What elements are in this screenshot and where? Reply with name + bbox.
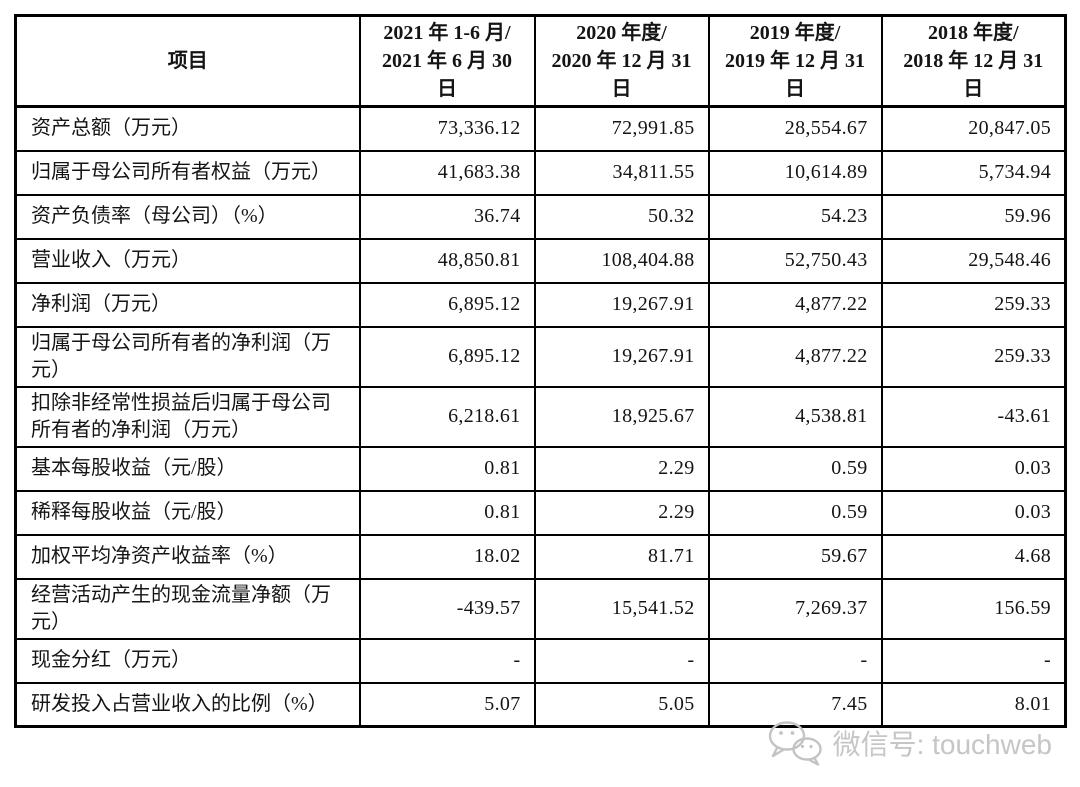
financial-summary-table: 项目 2021 年 1-6 月/ 2021 年 6 月 30 日 2020 年度… (14, 14, 1067, 728)
cell-value: -43.61 (880, 385, 1067, 448)
watermark: 微信号: touchweb (766, 719, 1052, 766)
table-row-operating-cash-flow: 经营活动产生的现金流量净额（万元） -439.57 15,541.52 7,26… (14, 577, 1067, 640)
cell-value: 7,269.37 (707, 577, 883, 640)
cell-value: 19,267.91 (533, 281, 710, 328)
cell-value: 81.71 (533, 533, 710, 580)
cell-value: 59.96 (880, 193, 1067, 240)
cell-value: 50.32 (533, 193, 710, 240)
cell-value: 34,811.55 (533, 149, 710, 196)
cell-value: 36.74 (358, 193, 536, 240)
cell-value: 5.05 (533, 681, 710, 728)
cell-value: 52,750.43 (707, 237, 883, 284)
cell-value: 20,847.05 (880, 105, 1067, 152)
cell-value: 0.81 (358, 445, 536, 492)
cell-value: 156.59 (880, 577, 1067, 640)
cell-value: 0.81 (358, 489, 536, 536)
table-row-non-recurring-net-profit: 扣除非经常性损益后归属于母公司所有者的净利润（万元） 6,218.61 18,9… (14, 385, 1067, 448)
cell-value: -439.57 (358, 577, 536, 640)
cell-value: 5,734.94 (880, 149, 1067, 196)
cell-value: 2.29 (533, 489, 710, 536)
cell-value: 54.23 (707, 193, 883, 240)
cell-value: 18.02 (358, 533, 536, 580)
row-label: 营业收入（万元） (14, 237, 361, 284)
column-header-2020: 2020 年度/ 2020 年 12 月 31 日 (533, 14, 710, 108)
cell-value: 41,683.38 (358, 149, 536, 196)
cell-value: 15,541.52 (533, 577, 710, 640)
cell-value: 4,538.81 (707, 385, 883, 448)
cell-value: 259.33 (880, 281, 1067, 328)
cell-value: - (880, 637, 1067, 684)
table-row-weighted-roe: 加权平均净资产收益率（%） 18.02 81.71 59.67 4.68 (14, 533, 1067, 580)
table-row-cash-dividend: 现金分红（万元） - - - - (14, 637, 1067, 684)
cell-value: 72,991.85 (533, 105, 710, 152)
watermark-text: 微信号: touchweb (832, 728, 1052, 760)
row-label: 资产负债率（母公司）（%） (14, 193, 361, 240)
column-header-2021: 2021 年 1-6 月/ 2021 年 6 月 30 日 (358, 14, 536, 108)
cell-value: 6,218.61 (358, 385, 536, 448)
row-label: 归属于母公司所有者权益（万元） (14, 149, 361, 196)
cell-value: 0.59 (707, 445, 883, 492)
cell-value: 4.68 (880, 533, 1067, 580)
cell-value: 6,895.12 (358, 325, 536, 388)
cell-value: 73,336.12 (358, 105, 536, 152)
table-row-revenue: 营业收入（万元） 48,850.81 108,404.88 52,750.43 … (14, 237, 1067, 284)
column-header-item: 项目 (14, 14, 361, 108)
cell-value: 48,850.81 (358, 237, 536, 284)
row-label: 加权平均净资产收益率（%） (14, 533, 361, 580)
table-row-parent-equity: 归属于母公司所有者权益（万元） 41,683.38 34,811.55 10,6… (14, 149, 1067, 196)
cell-value: 29,548.46 (880, 237, 1067, 284)
row-label: 现金分红（万元） (14, 637, 361, 684)
table-row-parent-net-profit: 归属于母公司所有者的净利润（万元） 6,895.12 19,267.91 4,8… (14, 325, 1067, 388)
row-label: 稀释每股收益（元/股） (14, 489, 361, 536)
cell-value: 10,614.89 (707, 149, 883, 196)
table-header-row: 项目 2021 年 1-6 月/ 2021 年 6 月 30 日 2020 年度… (14, 14, 1067, 108)
cell-value: 4,877.22 (707, 325, 883, 388)
cell-value: 59.67 (707, 533, 883, 580)
cell-value: 108,404.88 (533, 237, 710, 284)
cell-value: 18,925.67 (533, 385, 710, 448)
cell-value: 19,267.91 (533, 325, 710, 388)
cell-value: - (707, 637, 883, 684)
cell-value: 259.33 (880, 325, 1067, 388)
table-row-diluted-eps: 稀释每股收益（元/股） 0.81 2.29 0.59 0.03 (14, 489, 1067, 536)
row-label: 归属于母公司所有者的净利润（万元） (14, 325, 361, 388)
cell-value: - (358, 637, 536, 684)
row-label: 净利润（万元） (14, 281, 361, 328)
cell-value: 7.45 (707, 681, 883, 728)
row-label: 资产总额（万元） (14, 105, 361, 152)
wechat-icon (766, 719, 824, 766)
cell-value: 0.59 (707, 489, 883, 536)
row-label: 扣除非经常性损益后归属于母公司所有者的净利润（万元） (14, 385, 361, 448)
cell-value: 2.29 (533, 445, 710, 492)
table-row-basic-eps: 基本每股收益（元/股） 0.81 2.29 0.59 0.03 (14, 445, 1067, 492)
cell-value: 5.07 (358, 681, 536, 728)
cell-value: 8.01 (880, 681, 1067, 728)
table-row-debt-ratio: 资产负债率（母公司）（%） 36.74 50.32 54.23 59.96 (14, 193, 1067, 240)
column-header-2019: 2019 年度/ 2019 年 12 月 31 日 (707, 14, 883, 108)
cell-value: 4,877.22 (707, 281, 883, 328)
table-row-net-profit: 净利润（万元） 6,895.12 19,267.91 4,877.22 259.… (14, 281, 1067, 328)
table-row-rd-ratio: 研发投入占营业收入的比例（%） 5.07 5.05 7.45 8.01 (14, 681, 1067, 728)
row-label: 研发投入占营业收入的比例（%） (14, 681, 361, 728)
cell-value: 28,554.67 (707, 105, 883, 152)
table-row-total-assets: 资产总额（万元） 73,336.12 72,991.85 28,554.67 2… (14, 105, 1067, 152)
cell-value: - (533, 637, 710, 684)
column-header-2018: 2018 年度/ 2018 年 12 月 31 日 (880, 14, 1067, 108)
cell-value: 0.03 (880, 489, 1067, 536)
cell-value: 0.03 (880, 445, 1067, 492)
cell-value: 6,895.12 (358, 281, 536, 328)
row-label: 基本每股收益（元/股） (14, 445, 361, 492)
row-label: 经营活动产生的现金流量净额（万元） (14, 577, 361, 640)
